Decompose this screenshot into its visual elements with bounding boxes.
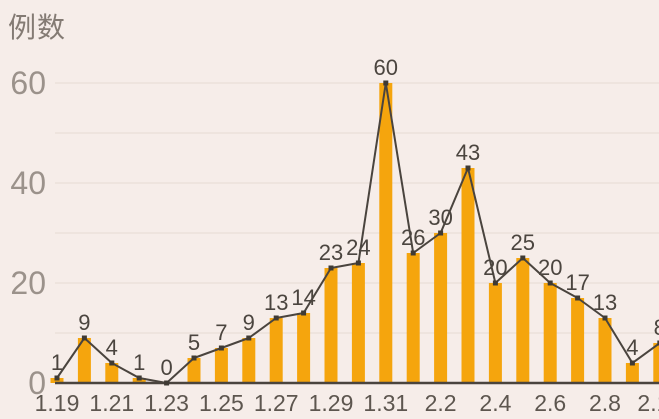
bar — [598, 318, 612, 383]
data-label: 13 — [593, 290, 617, 315]
bar — [406, 253, 420, 383]
point-marker — [54, 375, 60, 381]
y-tick-label: 60 — [10, 65, 46, 101]
data-label: 43 — [456, 140, 480, 165]
data-label: 17 — [565, 270, 589, 295]
bar — [461, 168, 475, 383]
data-label: 4 — [626, 335, 638, 360]
x-tick-label: 1.27 — [254, 390, 299, 416]
bar — [653, 343, 659, 383]
bar — [297, 313, 311, 383]
x-tick-label: 1.25 — [199, 390, 244, 416]
bar — [105, 363, 119, 383]
bar — [488, 283, 502, 383]
y-tick-label: 0 — [28, 365, 46, 401]
data-label: 5 — [188, 330, 200, 355]
y-tick-label: 20 — [10, 265, 46, 301]
x-tick-label: 2.10 — [637, 390, 659, 416]
bar — [434, 233, 448, 383]
x-tick-label: 2.6 — [534, 390, 566, 416]
point-marker — [81, 335, 87, 341]
data-label: 1 — [51, 350, 63, 375]
data-label: 9 — [243, 310, 255, 335]
point-marker — [465, 165, 471, 171]
x-tick-label: 1.29 — [309, 390, 354, 416]
x-tick-label: 2.4 — [479, 390, 511, 416]
data-label: 14 — [291, 285, 315, 310]
bar — [351, 263, 365, 383]
x-tick-label: 1.19 — [35, 390, 80, 416]
data-label: 13 — [264, 290, 288, 315]
data-label: 4 — [106, 335, 118, 360]
y-tick-label: 40 — [10, 165, 46, 201]
bar — [625, 363, 639, 383]
point-marker — [520, 255, 526, 261]
point-marker — [492, 280, 498, 286]
data-label: 7 — [215, 320, 227, 345]
point-marker — [575, 295, 581, 301]
point-marker — [355, 260, 361, 266]
data-label: 24 — [346, 235, 370, 260]
bar — [324, 268, 338, 383]
point-marker — [191, 355, 197, 361]
x-tick-label: 2.8 — [589, 390, 621, 416]
point-marker — [629, 360, 635, 366]
bar — [187, 358, 201, 383]
point-marker — [410, 250, 416, 256]
data-label: 26 — [401, 225, 425, 250]
data-label: 60 — [374, 55, 398, 80]
data-label: 1 — [133, 350, 145, 375]
y-axis-unit-title: 例数 — [8, 12, 67, 43]
point-marker — [164, 380, 170, 386]
x-tick-label: 1.23 — [144, 390, 189, 416]
point-marker — [602, 315, 608, 321]
bar — [516, 258, 530, 383]
x-tick-label: 1.31 — [363, 390, 408, 416]
data-label: 30 — [428, 205, 452, 230]
x-tick-label: 2.2 — [425, 390, 457, 416]
data-label: 20 — [483, 255, 507, 280]
point-marker — [136, 375, 142, 381]
point-marker — [246, 335, 252, 341]
bar — [269, 318, 283, 383]
point-marker — [383, 80, 389, 86]
point-marker — [657, 340, 659, 346]
bar — [379, 83, 393, 383]
bar — [214, 348, 228, 383]
x-tick-label: 1.21 — [89, 390, 134, 416]
bar — [77, 338, 91, 383]
bar — [242, 338, 256, 383]
point-marker — [218, 345, 224, 351]
data-label: 25 — [511, 230, 535, 255]
point-marker — [301, 310, 307, 316]
point-marker — [109, 360, 115, 366]
point-marker — [438, 230, 444, 236]
data-label: 23 — [319, 240, 343, 265]
bar — [571, 298, 585, 383]
data-label: 0 — [160, 355, 172, 380]
data-label: 9 — [78, 310, 90, 335]
point-marker — [547, 280, 553, 286]
data-label: 8 — [654, 315, 659, 340]
bar — [543, 283, 557, 383]
data-label: 20 — [538, 255, 562, 280]
point-marker — [273, 315, 279, 321]
point-marker — [328, 265, 334, 271]
